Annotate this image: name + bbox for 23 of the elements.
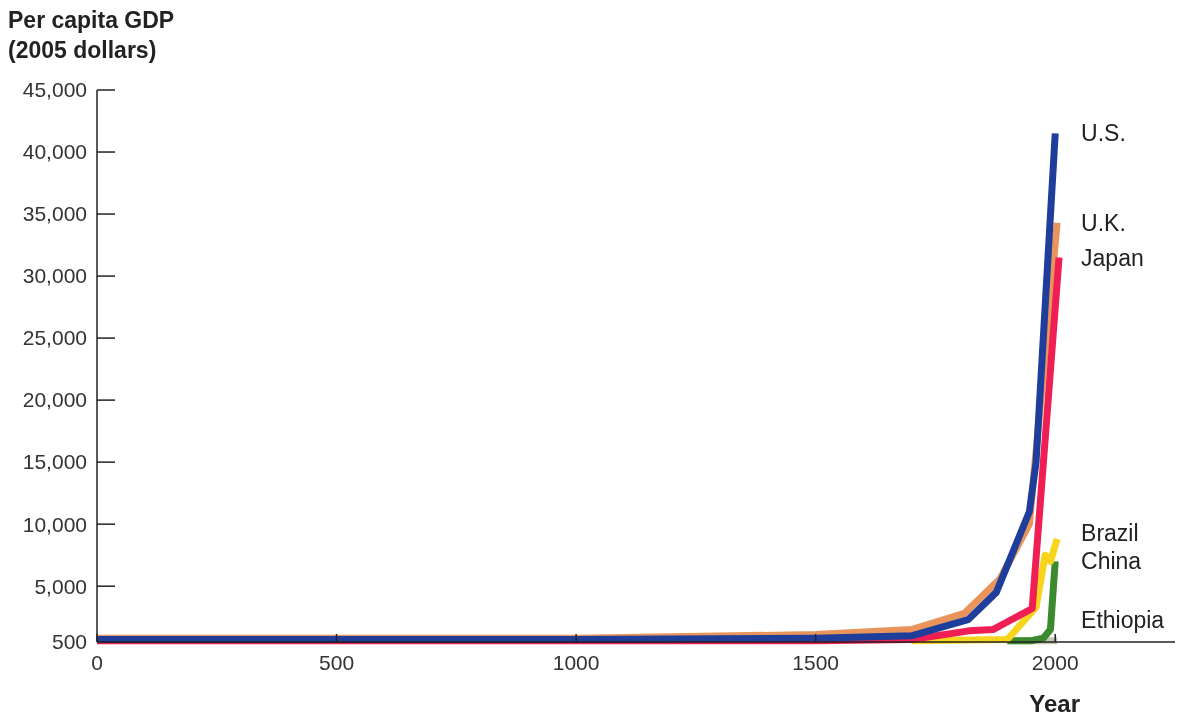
series-label: Ethiopia xyxy=(1081,607,1165,634)
y-tick-label: 25,000 xyxy=(22,326,87,350)
x-tick-label: 1500 xyxy=(792,651,840,674)
x-tick-label: 500 xyxy=(319,651,355,674)
x-tick-label: 1000 xyxy=(552,651,600,674)
x-axis-title: Year xyxy=(1029,690,1080,717)
y-tick-label: 30,000 xyxy=(22,264,87,288)
y-tick-label: 35,000 xyxy=(22,202,87,226)
x-tick-label: 2000 xyxy=(1031,651,1079,674)
x-tick-label: 0 xyxy=(91,651,103,674)
y-tick-label: 15,000 xyxy=(22,450,87,474)
series-label: Brazil xyxy=(1081,520,1139,547)
y-tick-label: 20,000 xyxy=(22,388,87,412)
y-tick-label: 500 xyxy=(51,630,87,654)
y-tick-label: 10,000 xyxy=(22,512,87,536)
y-tick-label: 45,000 xyxy=(22,78,87,102)
series-label: U.S. xyxy=(1081,120,1126,147)
y-tick-label: 40,000 xyxy=(22,140,87,164)
series-label: China xyxy=(1081,548,1142,575)
y-axis-title: Per capita GDP (2005 dollars) xyxy=(8,7,175,63)
y-tick-label: 5,000 xyxy=(34,574,87,598)
series-label: Japan xyxy=(1081,244,1144,271)
series-label: U.K. xyxy=(1081,209,1126,236)
